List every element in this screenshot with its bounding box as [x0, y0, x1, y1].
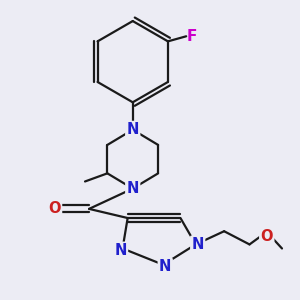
Text: N: N — [114, 243, 127, 258]
Text: N: N — [127, 181, 139, 196]
Text: O: O — [260, 229, 273, 244]
Text: O: O — [48, 201, 61, 216]
Text: N: N — [191, 237, 204, 252]
Text: N: N — [159, 259, 171, 274]
Text: F: F — [187, 29, 197, 44]
Text: N: N — [127, 122, 139, 137]
